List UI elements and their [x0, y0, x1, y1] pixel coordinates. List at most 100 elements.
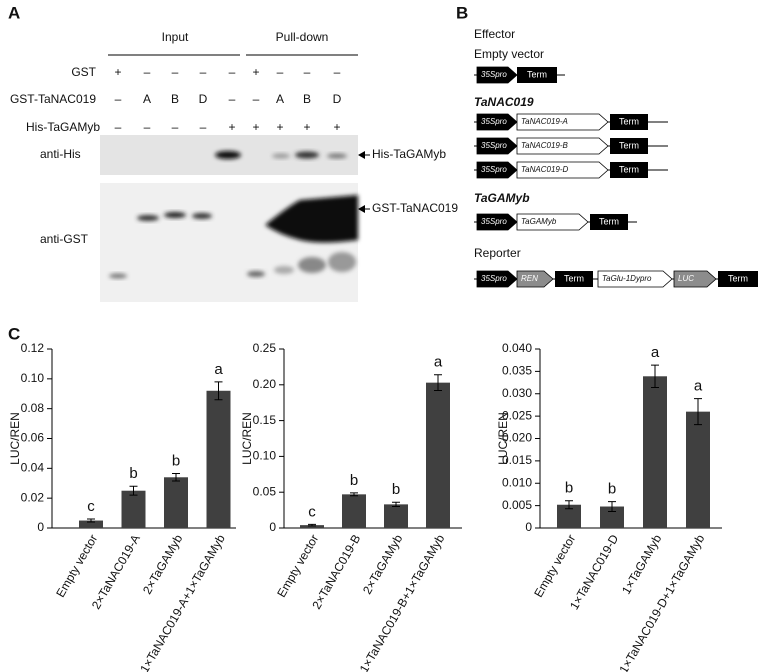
entry: + [228, 120, 235, 134]
y-axis-label: LUC/REN [8, 412, 22, 465]
bar [600, 506, 624, 528]
part-label: LUC [678, 274, 694, 283]
y-tick-label: 0.040 [502, 341, 532, 355]
band-label: GST-TaNAC019 [372, 201, 458, 215]
part-label: Term [564, 273, 584, 283]
part-label: TaGlu-1Dypro [602, 274, 652, 283]
x-tick-label: Empty vector [274, 532, 321, 600]
promoter-arrow [516, 137, 609, 155]
error-bar [694, 398, 702, 426]
bar [206, 390, 231, 528]
y-tick-label: 0.10 [21, 371, 45, 385]
bar [300, 525, 324, 528]
bar [557, 504, 581, 528]
significance-letter: c [87, 498, 95, 515]
entry: A [143, 92, 151, 106]
entry: – [200, 65, 207, 79]
significance-letter: a [694, 378, 703, 395]
entry: – [229, 65, 236, 79]
terminator [610, 138, 648, 154]
error-bar [565, 500, 573, 510]
entry: B [171, 92, 179, 106]
promoter-arrow [476, 270, 518, 288]
entry: + [333, 120, 340, 134]
part-label: TaNAC019-D [521, 165, 569, 174]
promoter-arrow [516, 113, 609, 131]
entry: – [334, 65, 341, 79]
error-bar [608, 501, 616, 512]
y-tick-label: 0 [37, 520, 44, 534]
x-tick-label: Empty vector [53, 532, 100, 600]
terminator [610, 162, 648, 178]
y-tick-label: 0.025 [502, 408, 532, 422]
significance-letter: a [434, 354, 443, 371]
promoter-arrow [476, 213, 518, 231]
panel-label: A [8, 3, 20, 22]
bar [643, 376, 667, 528]
y-axis-label: LUC/REN [240, 412, 254, 465]
y-tick-label: 0.020 [502, 431, 532, 445]
entry: + [114, 65, 121, 79]
y-tick-label: 0.10 [253, 449, 277, 463]
y-tick-label: 0.04 [21, 461, 45, 475]
entry: – [144, 120, 151, 134]
y-tick-label: 0.035 [502, 364, 532, 378]
part-label: Term [527, 69, 547, 79]
part-label: TaNAC019-A [521, 117, 568, 126]
entry: – [253, 92, 260, 106]
bar [384, 504, 408, 528]
y-tick-label: 0.05 [253, 484, 277, 498]
part-label: Term [728, 273, 748, 283]
entry: – [200, 120, 207, 134]
part-label: Term [599, 216, 619, 226]
bar [164, 477, 188, 528]
promoter-arrow [516, 161, 609, 179]
terminator [555, 271, 593, 287]
significance-letter: a [651, 344, 660, 361]
significance-letter: b [565, 480, 573, 497]
promoter-arrow [516, 213, 589, 231]
error-bar [350, 492, 358, 497]
entry: + [252, 65, 259, 79]
entry: – [172, 120, 179, 134]
bar [426, 382, 450, 528]
bar [342, 494, 366, 528]
construct-title: Empty vector [474, 47, 544, 61]
y-tick-label: 0.005 [502, 498, 532, 512]
entry: – [115, 92, 122, 106]
band-label: His-TaGAMyb [372, 147, 446, 161]
x-tick-label: 2×TaGAMyb [360, 532, 405, 597]
construct-title: Reporter [474, 246, 521, 260]
entry: – [304, 65, 311, 79]
bar [686, 411, 710, 528]
x-tick-label: 1×TaNAC019-D+1×TaGAMyb [616, 532, 707, 672]
entry: + [303, 120, 310, 134]
significance-letter: b [129, 465, 137, 482]
error-bar [434, 374, 442, 392]
part-label: REN [521, 274, 538, 283]
y-tick-label: 0.010 [502, 475, 532, 489]
y-tick-label: 0.02 [21, 490, 45, 504]
arrow [358, 151, 370, 213]
promoter-arrow [476, 113, 518, 131]
significance-letter: b [350, 472, 358, 489]
terminator [610, 114, 648, 130]
error-bar [392, 501, 400, 508]
entry: – [229, 92, 236, 106]
row-label: GST-TaNAC019 [10, 92, 96, 106]
y-tick-label: 0.06 [21, 431, 45, 445]
terminator [718, 271, 758, 287]
construct-title: TaNAC019 [474, 95, 534, 109]
promoter-arrow [476, 161, 518, 179]
part-label: Term [619, 140, 639, 150]
error-bar [87, 518, 95, 523]
significance-letter: c [308, 503, 316, 520]
panel-label: B [456, 3, 468, 22]
error-bar [308, 523, 316, 527]
error-bar [129, 485, 138, 496]
entry: – [277, 65, 284, 79]
promoter-arrow [476, 66, 518, 84]
significance-letter: b [392, 481, 400, 498]
part-label: 35Spro [481, 70, 507, 79]
promoter-arrow [597, 270, 673, 288]
